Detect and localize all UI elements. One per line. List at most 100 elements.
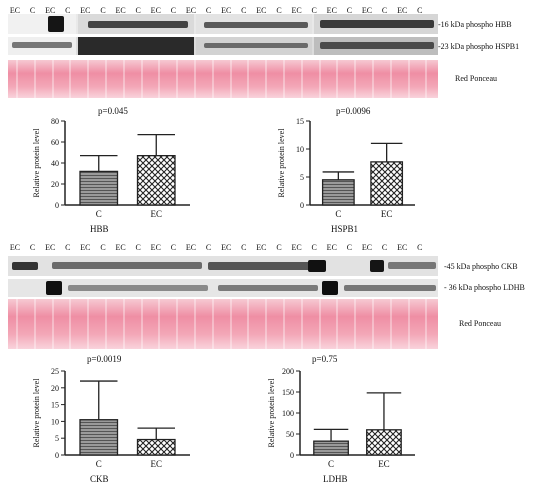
lane-label: C: [65, 6, 71, 15]
hbb-blot: [8, 14, 438, 34]
lane-label: EC: [256, 243, 267, 252]
lane-label: C: [417, 6, 423, 15]
lane-label: EC: [9, 243, 21, 252]
y-axis-label: Relative protein level: [277, 128, 286, 198]
x-tick-label: C: [328, 459, 334, 469]
lane-label: C: [346, 243, 353, 252]
x-tick-label: C: [96, 459, 102, 469]
lane-label: C: [135, 6, 141, 15]
lane-label: EC: [150, 6, 161, 15]
lane-label: EC: [45, 243, 56, 252]
lane-label: C: [170, 243, 177, 252]
lane-label: EC: [221, 243, 232, 252]
x-tick-label: C: [335, 209, 341, 219]
chart-title: LDHB: [323, 474, 348, 484]
lane-label: EC: [326, 6, 337, 15]
lane-label: EC: [397, 243, 408, 252]
y-tick-label: 0: [290, 451, 294, 460]
y-tick-label: 20: [51, 180, 59, 189]
chart-title: HSPB1: [331, 224, 358, 234]
lane-label: EC: [185, 6, 197, 15]
lane-label: C: [205, 243, 212, 252]
lane-label: C: [381, 6, 388, 15]
ldhb-band-label: - 36 kDa phospho LDHB: [444, 283, 525, 292]
lane-label: EC: [80, 243, 91, 252]
lane-label: C: [29, 243, 36, 252]
lane-label: C: [29, 6, 36, 15]
lane-label: EC: [291, 6, 302, 15]
lane-label: C: [100, 243, 106, 252]
y-tick-label: 100: [282, 409, 294, 418]
lane-label: C: [205, 6, 212, 15]
lane-label: C: [65, 243, 71, 252]
lane-label: C: [311, 243, 317, 252]
x-tick-label: EC: [150, 459, 162, 469]
lane-label: EC: [185, 243, 197, 252]
bar-c: [321, 179, 355, 206]
chart-title: CKB: [90, 474, 109, 484]
bar-ec: [370, 161, 404, 206]
lane-label: EC: [9, 6, 21, 15]
lane-label: EC: [361, 6, 373, 15]
lane-label: C: [170, 6, 177, 15]
ldhb-pvalue: p=0.75: [312, 354, 338, 364]
lane-label: EC: [115, 6, 126, 15]
x-tick-label: C: [96, 209, 102, 219]
y-tick-label: 15: [51, 401, 59, 410]
lane-label: EC: [80, 6, 91, 15]
top-ponceau-stain: [8, 60, 438, 98]
lane-label: C: [276, 6, 282, 15]
hspb1-chart: 0 5 10 15 Relative protein level C EC HSPB1: [277, 117, 415, 234]
lane-label: C: [241, 6, 247, 15]
lane-label: EC: [150, 243, 161, 252]
lane-label: C: [311, 6, 317, 15]
hspb1-pvalue: p=0.0096: [336, 106, 371, 116]
bar-c: [313, 440, 349, 456]
y-tick-label: 0: [55, 201, 59, 210]
top-ponceau-label: Red Ponceau: [455, 74, 497, 83]
y-tick-label: 80: [51, 117, 59, 126]
bar-ec: [366, 429, 402, 456]
lane-label: C: [417, 243, 423, 252]
lane-label: C: [381, 243, 388, 252]
lane-label: EC: [397, 6, 408, 15]
y-tick-label: 5: [55, 434, 59, 443]
lane-label: C: [135, 243, 141, 252]
y-tick-label: 25: [51, 367, 59, 376]
bottom-ponceau-label: Red Ponceau: [459, 319, 501, 328]
y-tick-label: 50: [286, 430, 294, 439]
ldhb-blot: [8, 279, 438, 297]
lane-label: C: [241, 243, 247, 252]
hspb1-blot: [8, 37, 438, 55]
y-tick-label: 0: [300, 201, 304, 210]
bar-ec: [136, 155, 176, 206]
bottom-ponceau-stain: [8, 299, 438, 349]
ckb-band-label: -45 kDa phospho CKB: [444, 262, 518, 271]
y-axis-label: Relative protein level: [267, 378, 276, 448]
y-tick-label: 60: [51, 138, 59, 147]
y-axis-label: Relative protein level: [32, 378, 41, 448]
lane-label: EC: [361, 243, 373, 252]
y-tick-label: 150: [282, 388, 294, 397]
lane-label: EC: [291, 243, 302, 252]
hbb-chart: 0 20 40 60 80 Relative protein level C EC HBB: [32, 117, 190, 234]
ckb-chart: 0 5 10 15 20 25 Relative protein level C EC CKB: [32, 367, 190, 484]
y-axis-label: Relative protein level: [32, 128, 41, 198]
y-tick-label: 200: [282, 367, 294, 376]
lane-label: EC: [45, 6, 56, 15]
lane-label: EC: [326, 243, 337, 252]
bottom-lane-labels: EC C EC C EC C EC C EC C EC C EC C EC C EC C EC C EC C EC C: [0, 243, 440, 255]
lane-label: EC: [256, 6, 267, 15]
ckb-blot: [8, 256, 438, 276]
bar-ec: [136, 438, 176, 456]
hbb-pvalue: p=0.045: [98, 106, 128, 116]
y-tick-label: 15: [296, 117, 304, 126]
y-tick-label: 5: [300, 173, 304, 182]
y-tick-label: 10: [296, 145, 304, 154]
y-tick-label: 20: [51, 384, 59, 393]
top-lane-labels: EC C EC C EC C EC C EC C EC C EC C EC C EC C EC C EC C EC C: [0, 6, 440, 18]
ldhb-chart: 0 50 100 150 200 Relative protein level C EC LDH…: [267, 367, 415, 484]
lane-label: EC: [221, 6, 232, 15]
bar-c: [79, 419, 119, 456]
y-tick-label: 40: [51, 159, 59, 168]
